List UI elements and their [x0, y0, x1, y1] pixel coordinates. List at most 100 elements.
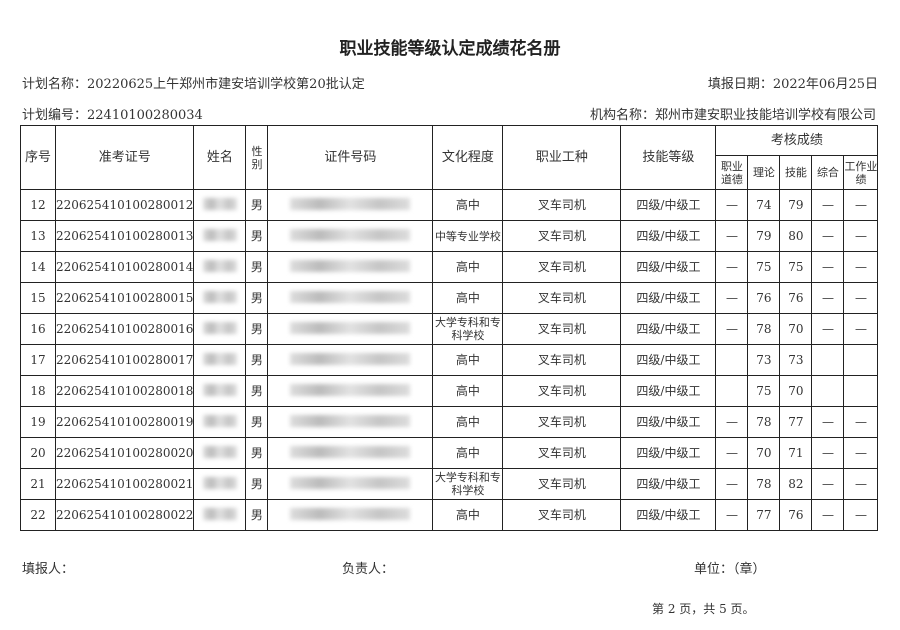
- cell-ethics: —: [715, 189, 749, 221]
- cell-gender: 男: [245, 406, 269, 438]
- cell-work: —: [843, 313, 879, 345]
- name-redacted: [193, 375, 247, 407]
- cell-edu: 高中: [432, 251, 504, 283]
- cell-work: —: [843, 468, 879, 500]
- header-skill: 技能: [779, 155, 813, 190]
- cell-work: —: [843, 189, 879, 221]
- redaction-blur: [202, 445, 237, 458]
- cell-ethics: —: [715, 437, 749, 469]
- cell-theory: 75: [747, 375, 781, 407]
- cell-work: [843, 344, 879, 376]
- table-row: 18 220625410100280018 男 高中 叉车司机 四级/中级工 75 70: [20, 375, 879, 407]
- cell-job: 叉车司机: [502, 220, 622, 252]
- name-redacted: [193, 499, 247, 531]
- cell-gender: 男: [245, 220, 269, 252]
- header-edu: 文化程度: [432, 125, 504, 190]
- cell-gender: 男: [245, 313, 269, 345]
- id-redacted: [267, 313, 434, 345]
- cell-ethics: —: [715, 251, 749, 283]
- cell-job: 叉车司机: [502, 189, 622, 221]
- cell-ticket: 220625410100280020: [54, 437, 195, 469]
- page-indicator: 第 2 页，共 5 页。: [652, 602, 755, 616]
- id-redacted: [267, 344, 434, 376]
- unit-label: 单位：（章）: [694, 562, 766, 577]
- cell-theory: 70: [747, 437, 781, 469]
- cell-theory: 73: [747, 344, 781, 376]
- cell-edu: 高中: [432, 344, 504, 376]
- cell-gender: 男: [245, 499, 269, 531]
- redaction-blur: [202, 507, 237, 520]
- header-ticket: 准考证号: [54, 125, 195, 190]
- cell-skill: 80: [779, 220, 813, 252]
- document-title: 职业技能等级认定成绩花名册: [339, 39, 561, 59]
- table-row: 14 220625410100280014 男高中 叉车司机 四级/中级工 —75 75— —: [20, 251, 879, 283]
- plan-name: 计划名称：20220625上午郑州市建安培训学校第20批认定: [22, 77, 365, 92]
- redaction-blur: [290, 507, 411, 520]
- table-row: 15 220625410100280015 男高中 叉车司机 四级/中级工 —76 76— —: [20, 282, 879, 314]
- cell-level: 四级/中级工: [620, 375, 717, 407]
- cell-job: 叉车司机: [502, 437, 622, 469]
- cell-level: 四级/中级工: [620, 220, 717, 252]
- cell-job: 叉车司机: [502, 375, 622, 407]
- cell-ticket: 220625410100280022: [54, 499, 195, 531]
- table-row: 16 220625410100280016 男 大学专科和专科学校 叉车司机 四级/中级工…: [20, 313, 879, 345]
- cell-overall: —: [811, 313, 845, 345]
- id-redacted: [267, 189, 434, 221]
- redaction-blur: [202, 228, 237, 241]
- redaction-blur: [290, 197, 411, 210]
- cell-ticket: 220625410100280015: [54, 282, 195, 314]
- id-redacted: [267, 499, 434, 531]
- cell-ethics: —: [715, 499, 749, 531]
- cell-theory: 78: [747, 406, 781, 438]
- cell-ticket: 220625410100280019: [54, 406, 195, 438]
- cell-gender: 男: [245, 251, 269, 283]
- cell-skill: 77: [779, 406, 813, 438]
- cell-ethics: [715, 375, 749, 407]
- cell-gender: 男: [245, 282, 269, 314]
- cell-seq: 21: [20, 468, 56, 500]
- cell-level: 四级/中级工: [620, 437, 717, 469]
- header-scores: 考核成绩: [715, 125, 879, 156]
- cell-ethics: —: [715, 220, 749, 252]
- redaction-blur: [290, 476, 411, 489]
- cell-skill: 73: [779, 344, 813, 376]
- redaction-blur: [290, 290, 411, 303]
- cell-ticket: 220625410100280021: [54, 468, 195, 500]
- cell-seq: 17: [20, 344, 56, 376]
- name-redacted: [193, 189, 247, 221]
- cell-theory: 78: [747, 468, 781, 500]
- table-row: 20 220625410100280020 男高中 叉车司机 四级/中级工 —70 71— —: [20, 437, 879, 469]
- header-seq: 序号: [20, 125, 56, 190]
- cell-overall: —: [811, 437, 845, 469]
- id-redacted: [267, 406, 434, 438]
- cell-seq: 22: [20, 499, 56, 531]
- cell-skill: 71: [779, 437, 813, 469]
- table-row: 13 220625410100280013 男中等专业学校 叉车司机 四级/中级工 —79…: [20, 220, 879, 252]
- org-name: 机构名称：郑州市建安职业技能培训学校有限公司: [589, 108, 876, 123]
- cell-work: —: [843, 499, 879, 531]
- id-redacted: [267, 375, 434, 407]
- cell-work: [843, 375, 879, 407]
- cell-seq: 13: [20, 220, 56, 252]
- redaction-blur: [202, 321, 237, 334]
- header-theory: 理论: [747, 155, 781, 190]
- redaction-blur: [202, 476, 237, 489]
- header-overall: 综合: [811, 155, 845, 190]
- header-ethics: 职业道德: [715, 155, 749, 190]
- cell-edu: 高中: [432, 437, 504, 469]
- cell-work: —: [843, 282, 879, 314]
- header-job: 职业工种: [502, 125, 622, 190]
- cell-level: 四级/中级工: [620, 406, 717, 438]
- cell-level: 四级/中级工: [620, 189, 717, 221]
- cell-skill: 79: [779, 189, 813, 221]
- cell-gender: 男: [245, 437, 269, 469]
- cell-level: 四级/中级工: [620, 468, 717, 500]
- cell-edu: 大学专科和专科学校: [432, 313, 504, 345]
- header-name: 姓名: [193, 125, 247, 190]
- cell-overall: —: [811, 499, 845, 531]
- cell-work: —: [843, 437, 879, 469]
- redaction-blur: [290, 259, 411, 272]
- cell-ethics: —: [715, 468, 749, 500]
- cell-ticket: 220625410100280012: [54, 189, 195, 221]
- redaction-blur: [202, 259, 237, 272]
